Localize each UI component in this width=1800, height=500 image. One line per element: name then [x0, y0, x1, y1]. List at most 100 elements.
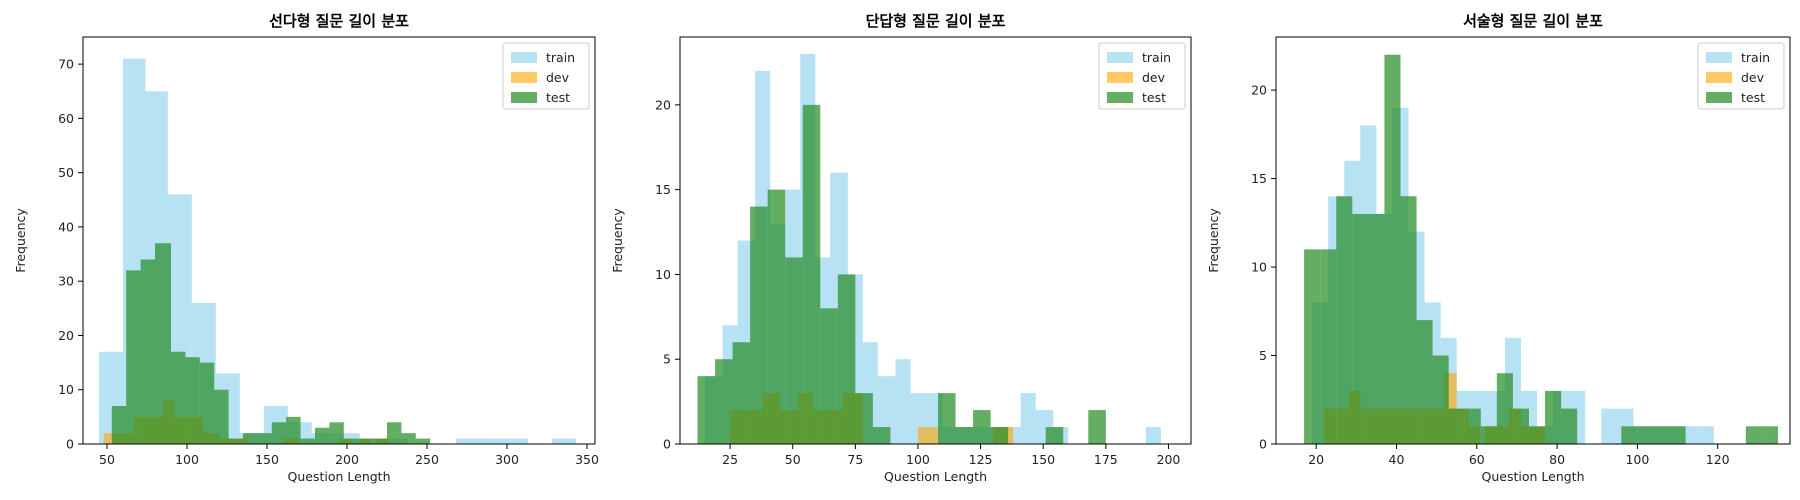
chart-title: 서술형 질문 길이 분포	[1463, 12, 1603, 30]
y-tick-label: 30	[58, 274, 74, 289]
chart-panel-2: 25 50 75 100 125 150 175 200 0 5 10 15 20 단답형 질문 길이 분…	[610, 12, 1192, 484]
y-tick-label: 50	[58, 165, 74, 180]
legend-swatch-train	[1107, 52, 1133, 63]
bar-test-12	[955, 427, 974, 444]
y-tick-label: 15	[655, 182, 671, 197]
legend-swatch-train	[511, 52, 537, 63]
legend-label-train: train	[1142, 50, 1171, 65]
legend-label-test: test	[1741, 90, 1765, 105]
x-tick-label: 20	[1308, 452, 1324, 467]
bar-test-7	[820, 308, 838, 444]
y-tick-label: 10	[655, 267, 671, 282]
bar-test-13	[973, 410, 991, 444]
y-tick-label: 15	[1251, 171, 1267, 186]
legend-swatch-dev	[1107, 72, 1133, 83]
y-tick-label: 5	[1259, 348, 1267, 363]
bar-test-14	[315, 427, 330, 444]
x-tick-label: 40	[1389, 452, 1405, 467]
bar-test-15	[1545, 390, 1562, 444]
bar-test-1	[715, 359, 733, 444]
chart-panel-1: 50 100 150 200 250 300 350 0 10 20 30 40 50 60 70 선다형 질…	[13, 12, 599, 484]
x-tick-label: 75	[847, 452, 863, 467]
bar-test-9	[855, 393, 873, 444]
bar-test-3	[750, 206, 768, 444]
legend-swatch-dev	[511, 72, 537, 83]
x-tick-label: 60	[1469, 452, 1485, 467]
bars	[1304, 54, 1778, 444]
x-tick-label: 80	[1549, 452, 1565, 467]
chart-panel-3: 20 40 60 80 100 120 0 5 10 15 20 서술형 질문 길이 분포 Questi…	[1206, 12, 1791, 484]
bar-test-7	[214, 389, 229, 444]
bar-test-20	[1669, 426, 1686, 444]
bar-test-6	[802, 104, 821, 444]
legend: train dev test	[1098, 42, 1186, 110]
bar-test-9	[1448, 408, 1465, 444]
legend-label-train: train	[1741, 50, 1770, 65]
bar-test-12	[1496, 373, 1513, 444]
bar-test-5	[1384, 54, 1401, 444]
bar-test-14	[990, 427, 1009, 444]
x-tick-label: 150	[1031, 452, 1055, 467]
bar-test-10	[872, 427, 891, 444]
legend-swatch-test	[1706, 92, 1732, 103]
bar-test-7	[1416, 320, 1433, 444]
bar-test-10	[1464, 408, 1481, 444]
x-tick-label: 125	[969, 452, 993, 467]
bar-test-1	[1320, 249, 1337, 444]
bar-dev-8	[917, 427, 939, 444]
bars	[99, 58, 576, 444]
y-tick-label: 0	[1259, 437, 1267, 452]
bar-test-3	[155, 243, 171, 444]
bar-test-6	[1400, 196, 1417, 444]
bar-train-12	[895, 359, 911, 444]
bar-test-4	[1368, 213, 1385, 444]
bar-train-23	[1697, 426, 1714, 444]
y-tick-label: 40	[58, 219, 74, 234]
y-tick-label: 0	[663, 437, 671, 452]
chart-title: 선다형 질문 길이 분포	[269, 12, 409, 30]
x-tick-label: 50	[785, 452, 801, 467]
bars	[697, 53, 1161, 444]
bar-test-2	[140, 259, 155, 444]
bar-test-0	[111, 406, 127, 444]
bar-test-9	[243, 433, 258, 444]
bar-test-5	[785, 257, 803, 444]
bar-test-16	[1088, 410, 1106, 444]
bar-test-19	[1653, 426, 1670, 444]
legend-label-test: test	[546, 90, 570, 105]
bar-test-11	[938, 393, 956, 444]
bar-test-3	[1352, 213, 1369, 444]
x-tick-label: 300	[495, 452, 519, 467]
x-tick-label: 100	[175, 452, 199, 467]
legend-swatch-train	[1706, 52, 1732, 63]
bar-test-2	[732, 342, 751, 444]
bar-test-2	[1336, 196, 1353, 444]
bar-test-0	[697, 376, 716, 444]
bar-test-17	[1621, 426, 1638, 444]
legend-label-dev: dev	[1142, 70, 1166, 85]
y-tick-label: 20	[655, 97, 671, 112]
bar-test-16	[1561, 408, 1578, 444]
bar-test-6	[199, 362, 215, 444]
bar-test-18	[1637, 426, 1654, 444]
bar-test-21	[1745, 426, 1762, 444]
legend-swatch-test	[1107, 92, 1133, 103]
y-axis-label: Frequency	[13, 208, 28, 273]
bar-train-14	[551, 438, 576, 444]
legend: train dev test	[1697, 42, 1785, 110]
plot-frame	[1275, 36, 1791, 445]
bar-test-20	[401, 433, 416, 444]
legend-label-dev: dev	[546, 70, 570, 85]
x-tick-label: 200	[335, 452, 359, 467]
bar-test-17	[358, 438, 373, 444]
x-axis-label: Question Length	[884, 469, 987, 484]
bar-test-16	[343, 438, 359, 444]
bar-test-19	[387, 422, 402, 444]
y-tick-label: 0	[66, 437, 74, 452]
legend: train dev test	[502, 42, 590, 110]
bar-test-1	[126, 270, 141, 444]
y-tick-label: 20	[58, 328, 74, 343]
y-axis-label: Frequency	[1206, 208, 1221, 273]
legend-label-dev: dev	[1741, 70, 1765, 85]
